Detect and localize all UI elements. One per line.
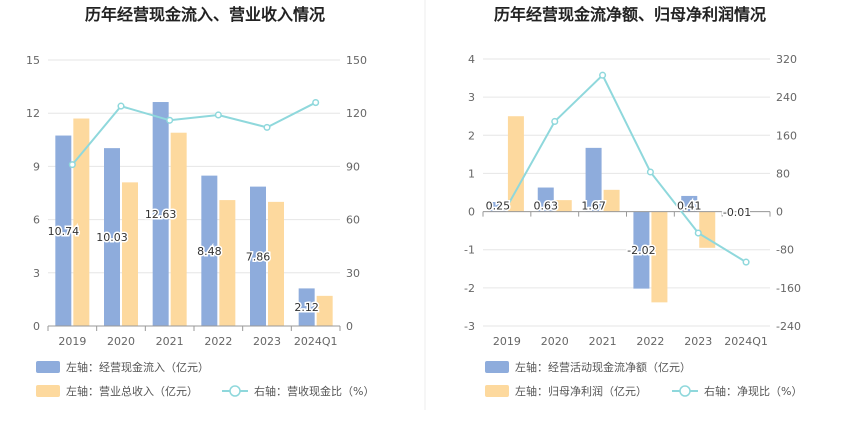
line-point xyxy=(600,72,606,78)
line-point xyxy=(552,119,558,125)
chart-title: 历年经营现金流入、营业收入情况 xyxy=(85,5,325,24)
legend-label-line: 右轴：净现比（%） xyxy=(704,384,802,398)
left-axis-tick-label: -1 xyxy=(464,244,475,257)
right-axis-tick-label: 30 xyxy=(346,267,360,280)
bar-data-label: -0.01 xyxy=(723,206,751,219)
left-axis-tick-label: 1 xyxy=(468,167,475,180)
category-label: 2019 xyxy=(58,335,86,348)
left-axis-tick-label: 6 xyxy=(33,214,40,227)
line-point xyxy=(695,230,701,236)
bar-secondary xyxy=(508,116,524,211)
category-label: 2019 xyxy=(493,335,521,348)
legend-swatch-primary xyxy=(36,361,60,373)
bar-secondary xyxy=(73,119,89,326)
chart-panel-2: 历年经营现金流净额、归母净利润情况 -3 -2 -1 0 1 2 3 4 -240 -160 -80 0… xyxy=(464,5,802,398)
right-axis-tick-label: 0 xyxy=(776,206,783,219)
bar-data-label: 8.48 xyxy=(197,245,222,258)
category-label: 2022 xyxy=(204,335,232,348)
bar-data-label: 0.41 xyxy=(677,200,702,213)
bar-data-label: 2.12 xyxy=(294,301,319,314)
chart-panel-1: 历年经营现金流入、营业收入情况0369121503060901201502019… xyxy=(26,5,374,398)
left-axis-tick-label: 9 xyxy=(33,160,40,173)
right-axis-tick-label: 60 xyxy=(346,214,360,227)
left-axis-tick-label: 3 xyxy=(33,267,40,280)
category-label: 2021 xyxy=(589,335,617,348)
legend-swatch-primary xyxy=(485,361,509,373)
line-point xyxy=(167,117,173,123)
legend-label-secondary: 左轴：归母净利润（亿元） xyxy=(515,384,647,398)
bar-data-label: 7.86 xyxy=(246,250,271,263)
line-point xyxy=(264,125,270,131)
line-point xyxy=(743,259,749,265)
left-axis-tick-label: 0 xyxy=(33,320,40,333)
left-axis-tick-label: 2 xyxy=(468,129,475,142)
bar-secondary xyxy=(268,202,284,326)
bar-data-label: 0.63 xyxy=(534,200,559,213)
bar-data-label: 12.63 xyxy=(145,208,177,221)
chart-title: 历年经营现金流净额、归母净利润情况 xyxy=(494,5,766,24)
legend-label-line: 右轴：营收现金比（%） xyxy=(254,384,374,398)
category-label: 2023 xyxy=(684,335,712,348)
right-axis-tick-label: 90 xyxy=(346,160,360,173)
bar-secondary xyxy=(122,182,138,326)
legend-swatch-secondary xyxy=(485,385,509,397)
category-label: 2024Q1 xyxy=(724,335,768,348)
legend-label-primary: 左轴：经营现金流入（亿元） xyxy=(66,360,209,374)
legend-label-primary: 左轴：经营活动现金流净额（亿元） xyxy=(515,360,691,374)
left-axis-tick-label: -2 xyxy=(464,282,475,295)
right-axis-tick-label: 240 xyxy=(776,91,797,104)
bar-secondary xyxy=(556,200,572,211)
bar-data-label: -2.02 xyxy=(627,244,655,257)
legend-swatch-marker xyxy=(230,386,240,396)
bar-secondary xyxy=(171,133,187,326)
bar-data-label: 0.25 xyxy=(486,200,511,213)
category-label: 2020 xyxy=(107,335,135,348)
bar-secondary xyxy=(219,200,235,326)
right-axis-tick-label: 320 xyxy=(776,53,797,66)
legend-label-secondary: 左轴：营业总收入（亿元） xyxy=(66,384,198,398)
category-label: 2020 xyxy=(541,335,569,348)
right-axis-tick-label: 150 xyxy=(346,54,367,67)
right-axis-tick-label: 160 xyxy=(776,129,797,142)
right-axis-tick-label: -240 xyxy=(776,320,801,333)
line-point xyxy=(313,100,319,106)
bar-secondary xyxy=(317,296,333,326)
right-axis-tick-label: 0 xyxy=(346,320,353,333)
category-label: 2023 xyxy=(253,335,281,348)
category-label: 2022 xyxy=(636,335,664,348)
right-axis-tick-label: -160 xyxy=(776,282,801,295)
right-axis-tick-label: 80 xyxy=(776,167,790,180)
bar-data-label: 10.03 xyxy=(96,231,128,244)
right-axis-tick-label: -80 xyxy=(776,244,794,257)
line-point xyxy=(70,162,76,168)
category-label: 2024Q1 xyxy=(294,335,338,348)
left-axis-tick-label: 3 xyxy=(468,91,475,104)
left-axis-tick-label: 0 xyxy=(468,206,475,219)
right-axis-tick-label: 120 xyxy=(346,107,367,120)
legend-swatch-secondary xyxy=(36,385,60,397)
line-point xyxy=(216,112,222,118)
bar-secondary xyxy=(604,190,620,212)
left-axis-tick-label: 12 xyxy=(26,107,40,120)
category-label: 2021 xyxy=(156,335,184,348)
line-point xyxy=(648,169,654,175)
left-axis-tick-label: 4 xyxy=(468,53,475,66)
left-axis-tick-label: 15 xyxy=(26,54,40,67)
left-axis-tick-label: -3 xyxy=(464,320,475,333)
line-point xyxy=(118,103,124,109)
bar-data-label: 1.67 xyxy=(581,200,606,213)
bar-data-label: 10.74 xyxy=(48,225,80,238)
legend-swatch-marker xyxy=(680,386,690,396)
